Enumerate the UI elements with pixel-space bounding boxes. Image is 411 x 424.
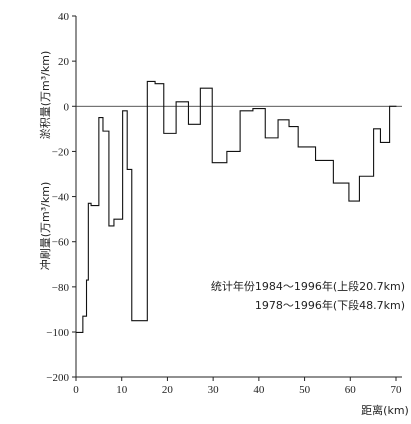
x-tick-label: 50 xyxy=(299,384,311,396)
y-tick-label: −60 xyxy=(52,237,70,249)
x-tick-label: 60 xyxy=(345,384,357,396)
x-tick-label: 20 xyxy=(162,384,174,396)
x-tick-label: 0 xyxy=(73,384,79,396)
x-tick-label: 10 xyxy=(116,384,128,396)
y-tick-label: 0 xyxy=(64,101,70,113)
x-axis-title: 距离(km) xyxy=(361,403,409,417)
y-tick-label: 20 xyxy=(58,56,70,68)
y-ticks: 40 20 0 −20 −40 −60 −80 −100 −200 xyxy=(46,11,76,384)
y-tick-label: 40 xyxy=(58,11,70,23)
y-tick-label: −200 xyxy=(46,372,69,384)
x-tick-label: 30 xyxy=(208,384,220,396)
y-tick-label: −20 xyxy=(52,146,70,158)
annotation-line-1: 统计年份1984～1996年(上段20.7km) xyxy=(211,279,405,293)
series-line-0 xyxy=(76,80,397,333)
y-axis-title-lower: 冲刷量(万m³/km) xyxy=(38,182,52,271)
series-layer xyxy=(76,80,397,333)
x-ticks: 0 10 20 30 40 50 60 70 xyxy=(73,377,402,396)
y-axis-title-upper: 淤积量(万m³/km) xyxy=(39,51,52,140)
annotation-line-2: 1978～1996年(下段48.7km) xyxy=(255,298,405,312)
axes xyxy=(75,16,402,378)
x-tick-label: 40 xyxy=(253,384,265,396)
y-tick-label: −80 xyxy=(52,282,70,294)
y-tick-label: −40 xyxy=(52,192,70,204)
y-tick-label: −100 xyxy=(46,327,69,339)
x-tick-label: 70 xyxy=(391,384,403,396)
